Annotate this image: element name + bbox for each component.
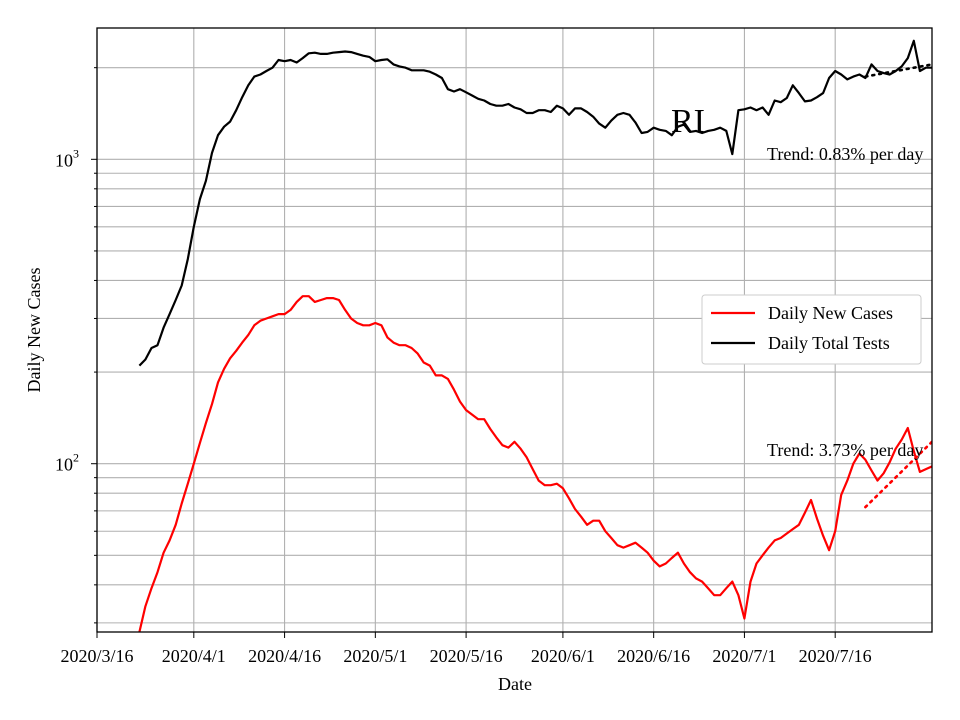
y-tick-label-exponent: 3 (73, 146, 79, 160)
x-tick-label: 2020/5/1 (343, 646, 407, 666)
series-line-daily-new-cases (138, 295, 932, 632)
x-tick-label: 2020/3/16 (60, 646, 133, 666)
y-tick-label: 10 (55, 150, 73, 170)
x-axis-label: Date (498, 674, 532, 694)
trend-line-2 (864, 63, 932, 78)
chart-title: RI (671, 103, 705, 140)
trend-annotation-tests: Trend: 0.83% per day (767, 144, 923, 164)
axis-ticks: 2020/3/16 2020/4/1 2020/4/16 2020/5/1 2020/5… (55, 67, 872, 666)
y-tick-label: 10 (55, 455, 73, 475)
gridlines (96, 28, 932, 632)
legend-label-cases: Daily New Cases (768, 303, 893, 323)
series-line-daily-total-tests (138, 39, 932, 367)
trend-annotation-cases: Trend: 3.73% per day (767, 440, 923, 460)
legend-box (701, 294, 922, 365)
series-layer (138, 39, 932, 632)
y-tick-label-exponent: 2 (73, 451, 79, 465)
x-tick-label: 2020/4/16 (248, 646, 321, 666)
plot-frame (96, 27, 933, 633)
x-tick-label: 2020/4/1 (162, 646, 226, 666)
x-tick-label: 2020/5/16 (430, 646, 503, 666)
x-tick-label: 2020/7/16 (799, 646, 872, 666)
legend-label-tests: Daily Total Tests (768, 333, 890, 353)
trend-line-3 (864, 440, 932, 509)
y-axis-label: Daily New Cases (24, 268, 44, 393)
x-tick-label: 2020/7/1 (712, 646, 776, 666)
legend: Daily New Cases Daily Total Tests (701, 294, 922, 365)
x-tick-label: 2020/6/1 (531, 646, 595, 666)
x-tick-label: 2020/6/16 (617, 646, 690, 666)
